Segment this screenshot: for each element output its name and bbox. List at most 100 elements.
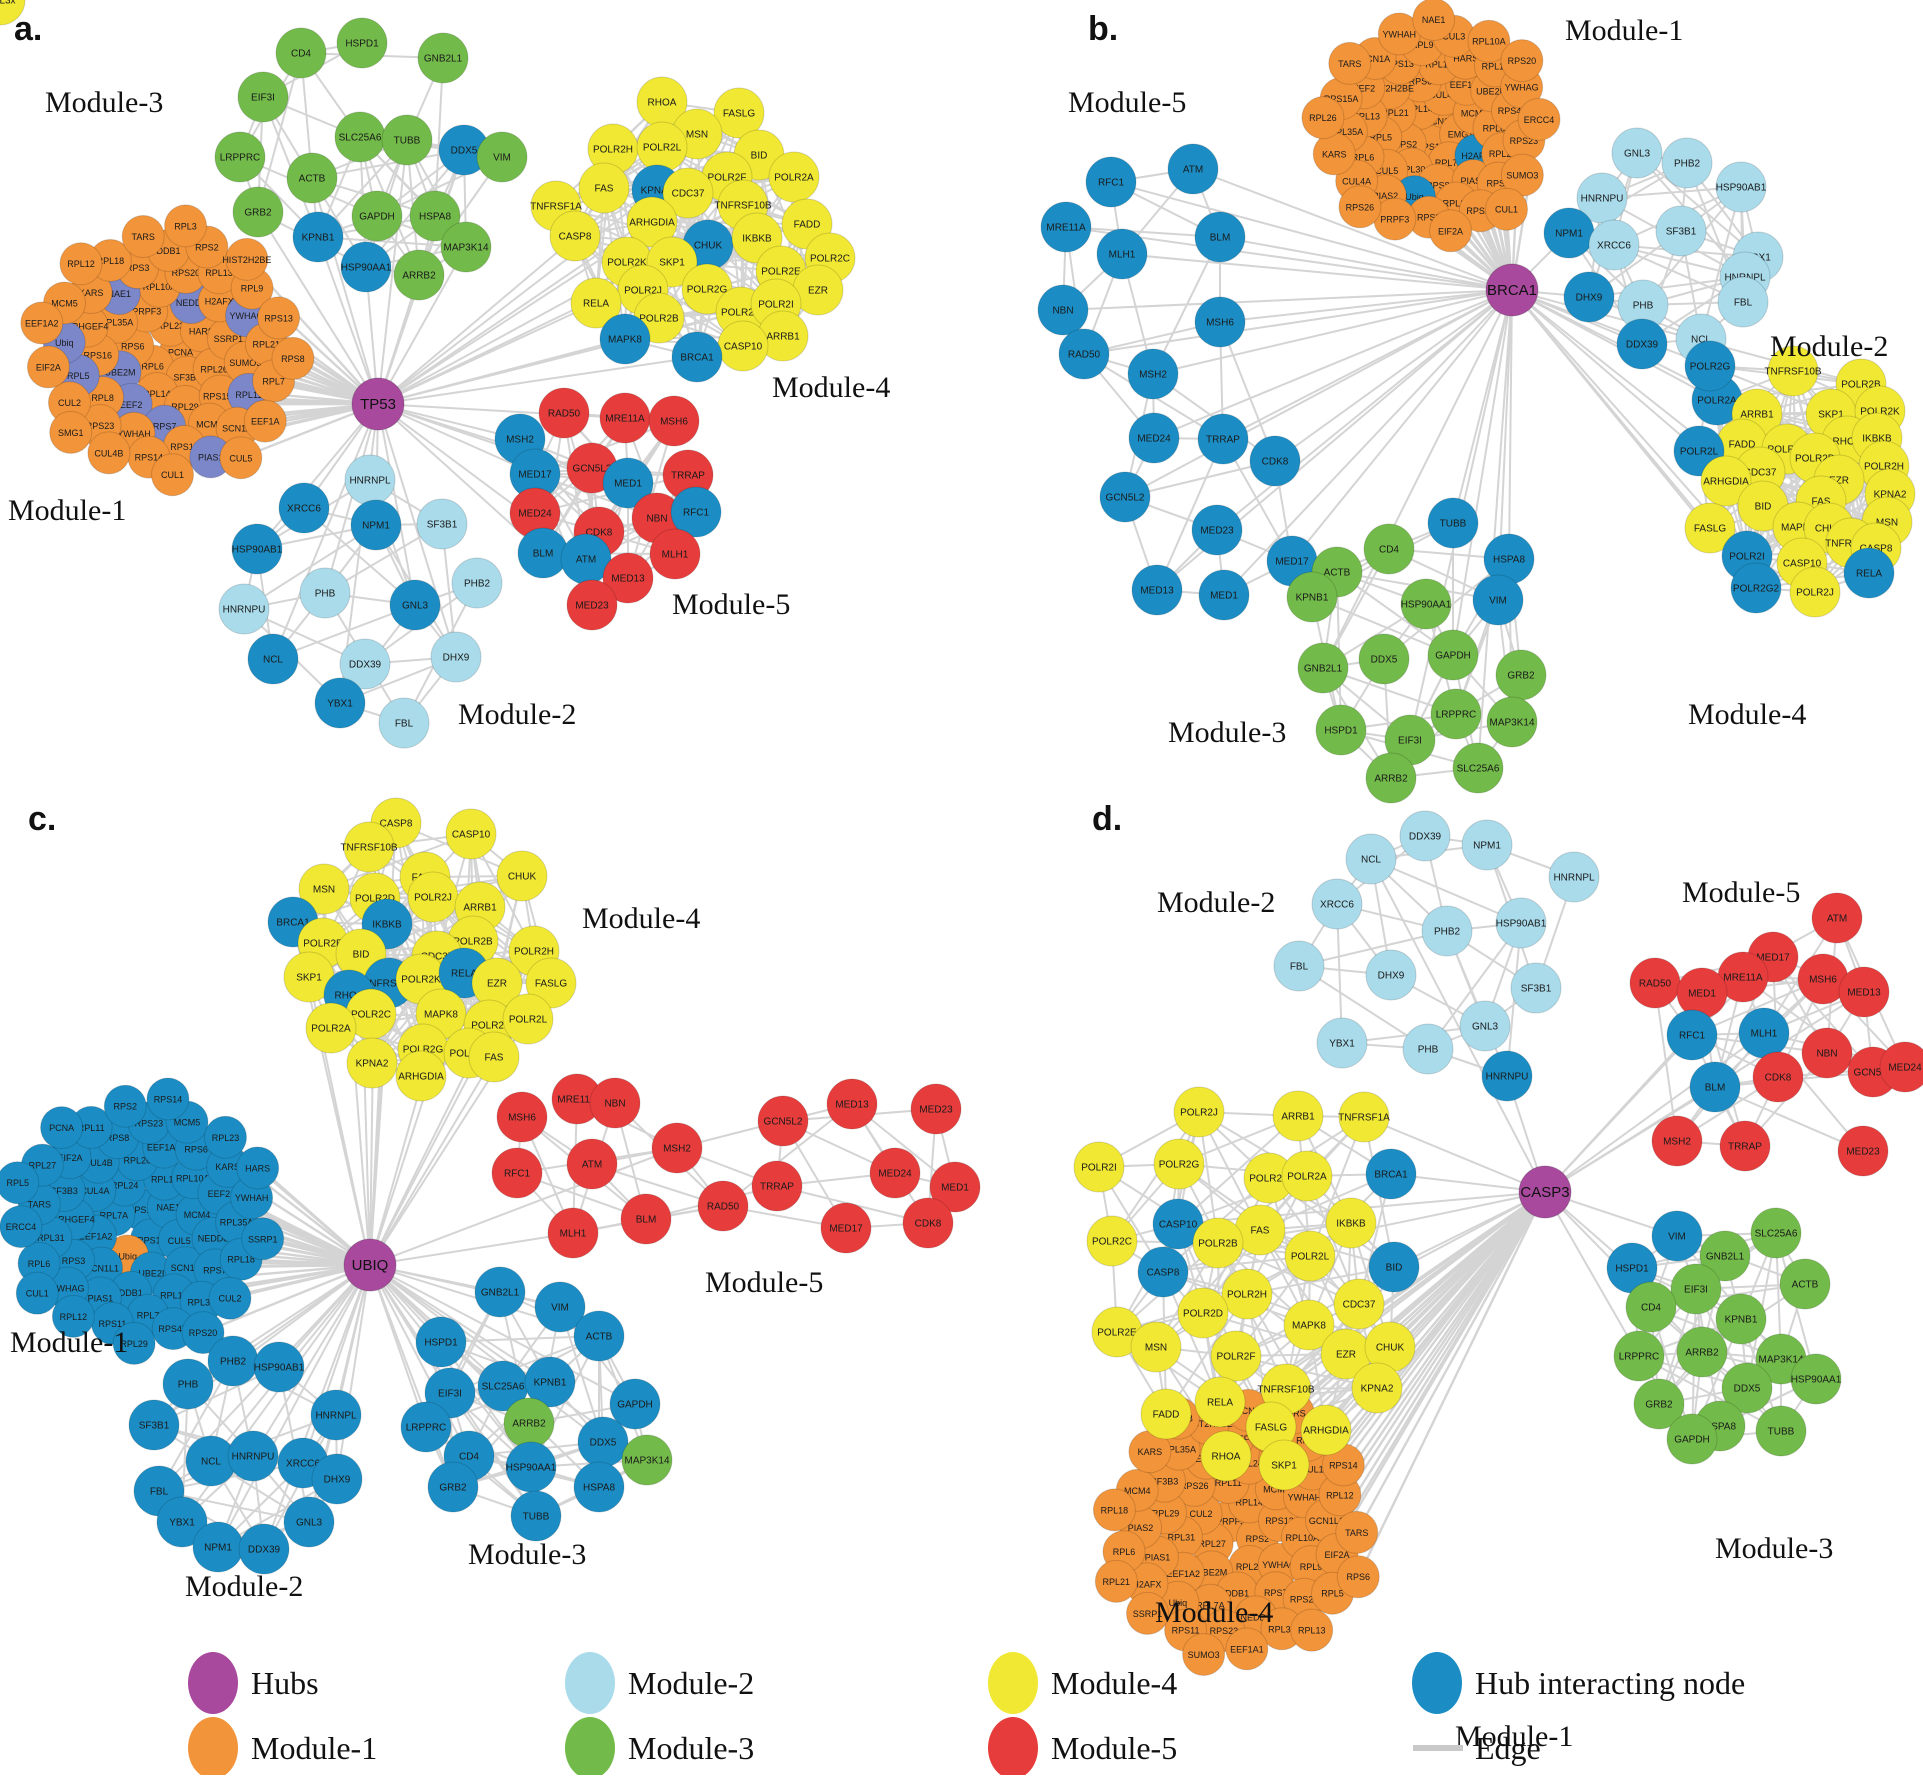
network-node[interactable]: [446, 809, 496, 859]
network-node[interactable]: [511, 1491, 561, 1541]
network-node[interactable]: [1511, 963, 1561, 1013]
network-node[interactable]: [1428, 498, 1478, 548]
network-node[interactable]: [1273, 1091, 1323, 1141]
network-node[interactable]: [1812, 893, 1862, 943]
network-node[interactable]: [129, 1400, 179, 1450]
network-node[interactable]: [1413, 0, 1455, 41]
network-node[interactable]: [390, 580, 440, 630]
network-node[interactable]: [1199, 570, 1249, 620]
network-node[interactable]: [1780, 1259, 1830, 1309]
network-node[interactable]: [293, 212, 343, 262]
network-node[interactable]: [193, 1522, 243, 1572]
network-node[interactable]: [351, 500, 401, 550]
network-node[interactable]: [347, 1038, 397, 1088]
network-node[interactable]: [408, 872, 458, 922]
network-node[interactable]: [1178, 1288, 1228, 1338]
network-node[interactable]: [1453, 743, 1503, 793]
network-node[interactable]: [1285, 1231, 1335, 1281]
network-node[interactable]: [567, 580, 617, 630]
network-node[interactable]: [752, 1161, 802, 1211]
network-node[interactable]: [1141, 1389, 1191, 1439]
network-node[interactable]: [1183, 1633, 1225, 1675]
network-node[interactable]: [244, 400, 286, 442]
network-node[interactable]: [345, 455, 395, 505]
network-node[interactable]: [1129, 413, 1179, 463]
network-node[interactable]: [341, 242, 391, 292]
network-node[interactable]: [1128, 349, 1178, 399]
network-node[interactable]: [621, 1194, 671, 1244]
network-node[interactable]: [1716, 162, 1766, 212]
network-node[interactable]: [104, 1085, 146, 1127]
network-node[interactable]: [401, 1402, 451, 1452]
network-node[interactable]: [821, 1203, 871, 1253]
network-node[interactable]: [242, 1218, 284, 1260]
network-node[interactable]: [698, 1181, 748, 1231]
network-node[interactable]: [1486, 188, 1528, 230]
network-node[interactable]: [1274, 941, 1324, 991]
network-node[interactable]: [1544, 208, 1594, 258]
network-node[interactable]: [1612, 128, 1662, 178]
network-node[interactable]: [220, 437, 262, 479]
network-node[interactable]: [50, 411, 92, 453]
network-node[interactable]: [1337, 1556, 1379, 1598]
network-node[interactable]: [1312, 879, 1362, 929]
network-node[interactable]: [337, 18, 387, 68]
network-node[interactable]: [1630, 958, 1680, 1008]
network-node[interactable]: [903, 1198, 953, 1248]
network-node[interactable]: [1346, 834, 1396, 884]
network-node[interactable]: [300, 568, 350, 618]
network-node[interactable]: [394, 250, 444, 300]
network-node[interactable]: [379, 698, 429, 748]
network-node[interactable]: [1369, 1242, 1419, 1292]
network-node[interactable]: [1501, 40, 1543, 82]
network-node[interactable]: [215, 132, 265, 182]
network-node[interactable]: [622, 1435, 672, 1485]
network-node[interactable]: [574, 1462, 624, 1512]
network-node[interactable]: [1753, 1052, 1803, 1102]
network-node[interactable]: [254, 1342, 304, 1392]
network-node[interactable]: [1739, 1008, 1789, 1058]
network-node[interactable]: [315, 678, 365, 728]
network-node[interactable]: [382, 115, 432, 165]
network-node[interactable]: [248, 634, 298, 684]
network-node[interactable]: [600, 314, 650, 364]
network-node[interactable]: [21, 302, 63, 344]
network-node[interactable]: [418, 33, 468, 83]
network-node[interactable]: [1154, 1139, 1204, 1189]
network-node[interactable]: [16, 1272, 58, 1314]
network-node[interactable]: [60, 243, 102, 285]
network-node[interactable]: [1473, 575, 1523, 625]
network-node[interactable]: [1496, 650, 1546, 700]
network-node[interactable]: [306, 1003, 356, 1053]
network-node[interactable]: [1422, 906, 1472, 956]
network-node[interactable]: [1059, 329, 1109, 379]
network-node[interactable]: [1667, 1010, 1717, 1060]
network-node[interactable]: [1400, 811, 1450, 861]
network-node[interactable]: [1802, 1028, 1852, 1078]
network-node[interactable]: [1131, 1322, 1181, 1372]
network-node[interactable]: [1282, 1151, 1332, 1201]
network-node[interactable]: [497, 851, 547, 901]
network-node[interactable]: [1201, 1431, 1251, 1481]
network-node[interactable]: [233, 187, 283, 237]
network-node[interactable]: [1316, 705, 1366, 755]
network-node[interactable]: [163, 1359, 213, 1409]
network-node[interactable]: [258, 297, 300, 339]
network-node[interactable]: [1302, 97, 1344, 139]
network-node[interactable]: [311, 1390, 361, 1440]
network-node[interactable]: [1259, 1440, 1309, 1490]
network-node[interactable]: [0, 1162, 39, 1204]
network-node[interactable]: [650, 529, 700, 579]
network-node[interactable]: [335, 112, 385, 162]
network-node[interactable]: [1685, 341, 1735, 391]
network-node[interactable]: [911, 1084, 961, 1134]
network-node[interactable]: [1195, 212, 1245, 262]
network-node[interactable]: [1193, 1218, 1243, 1268]
network-node[interactable]: [209, 1277, 251, 1319]
network-node[interactable]: [219, 584, 269, 634]
network-node[interactable]: [539, 388, 589, 438]
network-node[interactable]: [1482, 1051, 1532, 1101]
network-node[interactable]: [228, 1431, 278, 1481]
network-node[interactable]: [204, 1116, 246, 1158]
network-node[interactable]: [492, 1148, 542, 1198]
